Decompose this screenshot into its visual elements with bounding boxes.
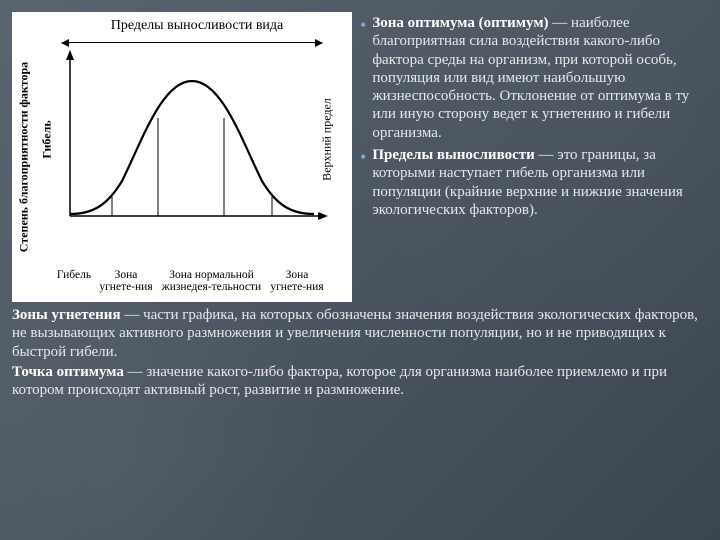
term-limits: Пределы выносливости bbox=[372, 147, 534, 163]
body-optimum: — наиболее благоприятная сила воздействи… bbox=[372, 15, 689, 141]
definitions-bottom: Зоны угнетения — части графика, на котор… bbox=[12, 306, 698, 399]
term-optimum: Зона оптимума (оптимум) bbox=[372, 15, 548, 31]
slide: Степень благоприятности фактора Пределы … bbox=[0, 0, 720, 540]
y-axis-label: Степень благоприятности фактора bbox=[17, 57, 32, 257]
zone-label-suppression-left: Зона угнете-ния bbox=[96, 269, 156, 294]
zone-label-normal: Зона нормальной жизнедея-тельности bbox=[156, 269, 267, 294]
bullet-optimum-text: Зона оптимума (оптимум) — наиболее благо… bbox=[372, 14, 698, 142]
para-optimum-point: Точка оптимума — значение какого-либо фа… bbox=[12, 363, 698, 400]
definitions-right: • Зона оптимума (оптимум) — наиболее бла… bbox=[360, 12, 698, 223]
x-zone-labels: Гибель Зона угнете-ния Зона нормальной ж… bbox=[52, 269, 327, 294]
bullet-limits-text: Пределы выносливости — это границы, за к… bbox=[372, 146, 698, 219]
bullet-icon: • bbox=[360, 16, 366, 142]
tolerance-diagram: Степень благоприятности фактора Пределы … bbox=[12, 12, 352, 302]
term-suppression: Зоны угнетения bbox=[12, 307, 121, 323]
top-row: Степень благоприятности фактора Пределы … bbox=[12, 12, 698, 302]
zone-label-suppression-right: Зона угнете-ния bbox=[267, 269, 327, 294]
bell-curve-svg bbox=[52, 46, 332, 236]
para-suppression: Зоны угнетения — части графика, на котор… bbox=[12, 306, 698, 361]
bullet-limits: • Пределы выносливости — это границы, за… bbox=[360, 146, 698, 219]
diagram-inner: Степень благоприятности фактора Пределы … bbox=[12, 12, 352, 302]
limits-arrow bbox=[62, 42, 322, 43]
diagram-title: Пределы выносливости вида bbox=[72, 18, 322, 34]
bullet-optimum: • Зона оптимума (оптимум) — наиболее бла… bbox=[360, 14, 698, 142]
bullet-icon: • bbox=[360, 148, 366, 219]
zone-label-death: Гибель bbox=[52, 269, 96, 294]
term-optimum-point: Точка оптимума bbox=[12, 364, 124, 380]
